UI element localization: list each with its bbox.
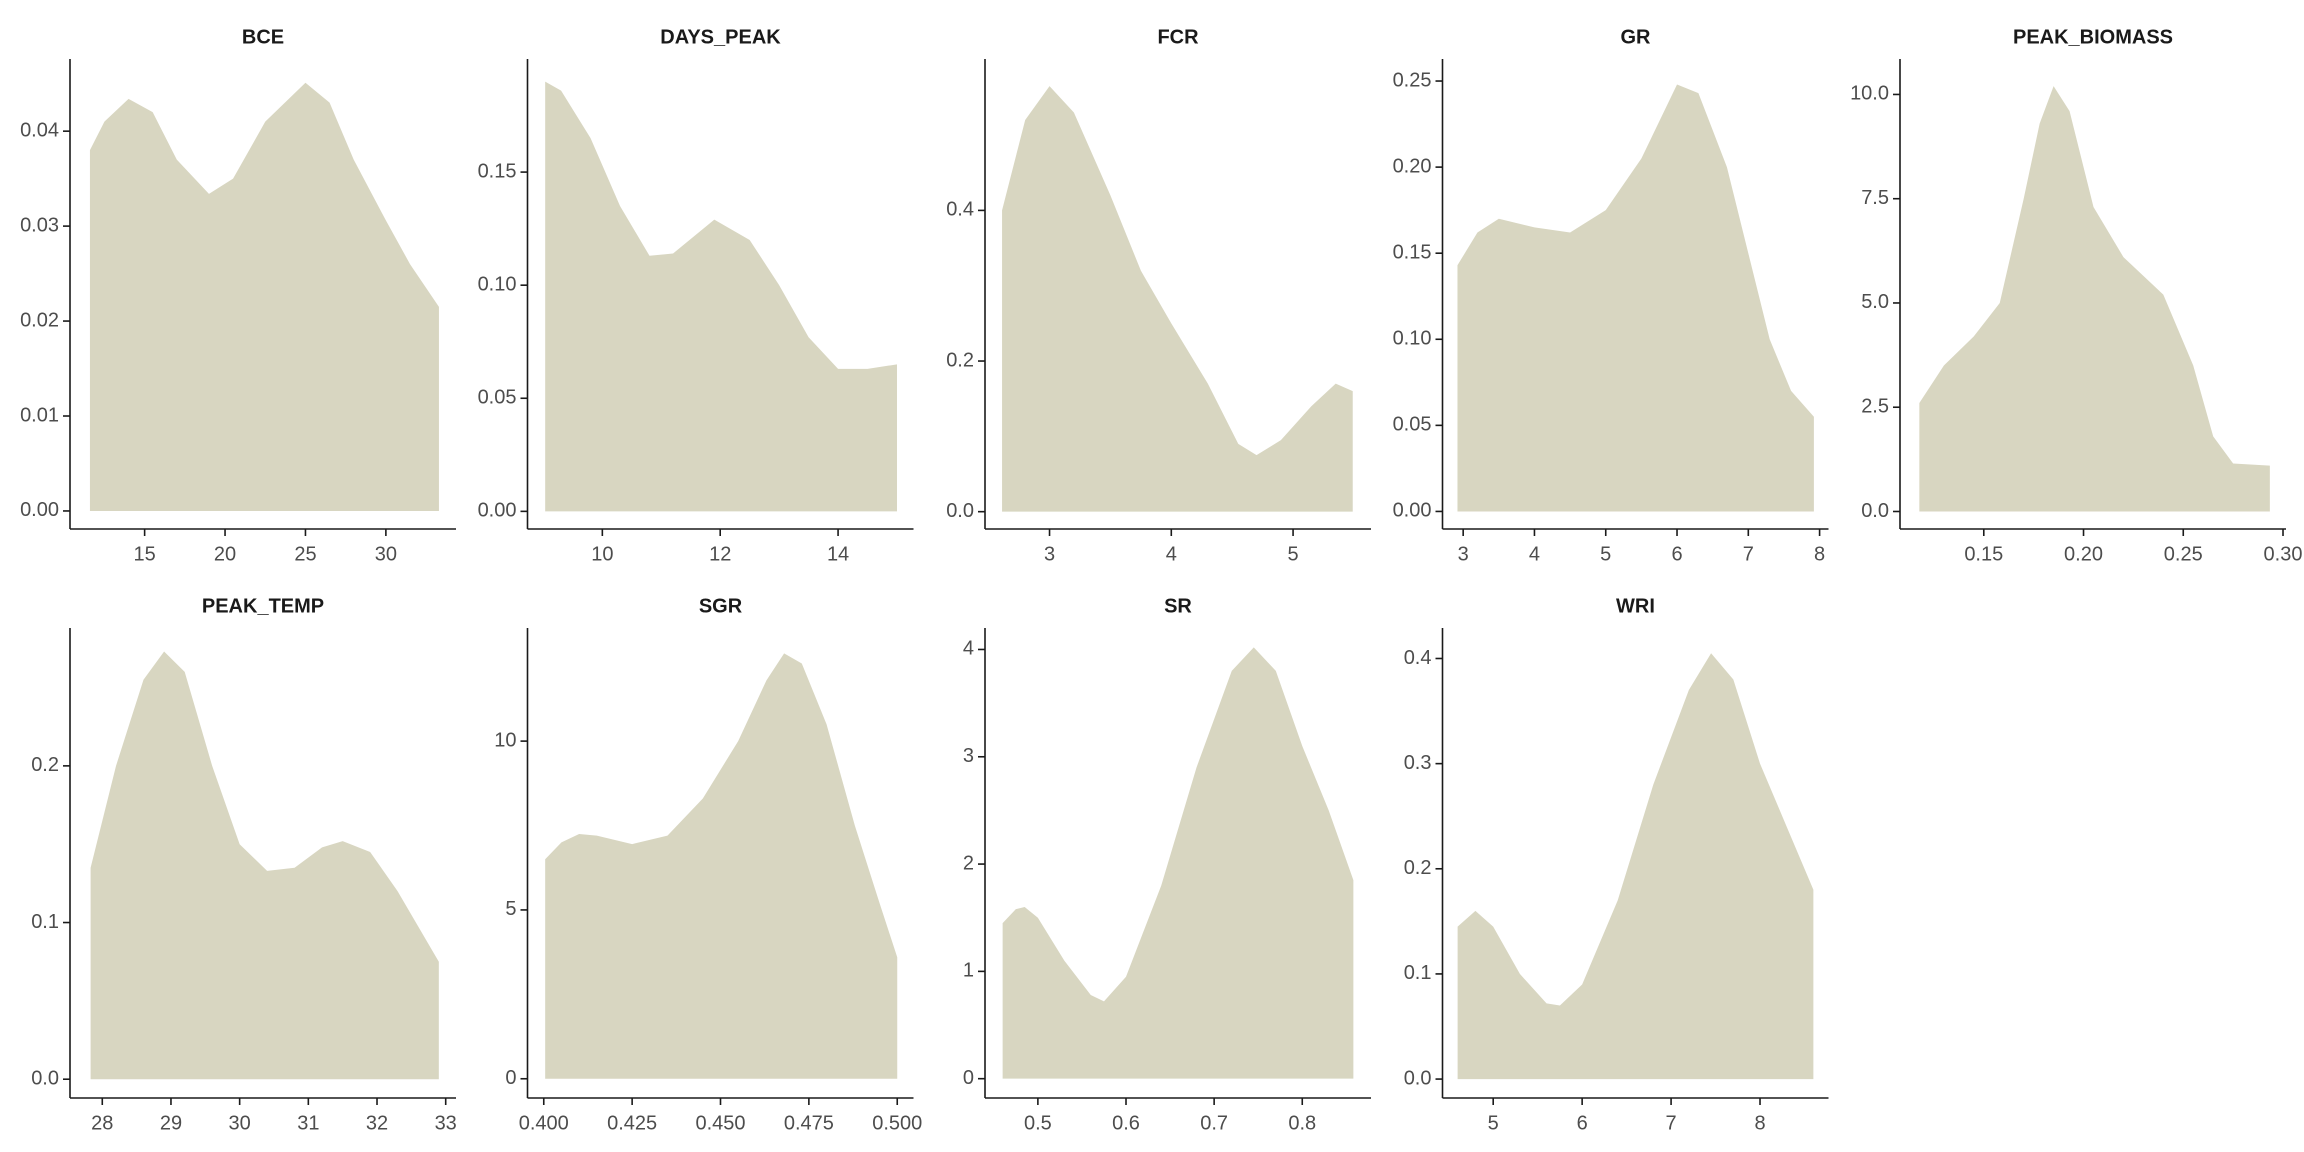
- y-tick-label: 2.5: [1861, 396, 1889, 418]
- x-tick-label: 25: [294, 543, 316, 565]
- y-tick-label: 10.0: [1850, 83, 1889, 105]
- y-tick-label: 0.2: [31, 754, 59, 776]
- panel-title: WRI: [1616, 595, 1655, 617]
- x-tick-label: 31: [297, 1112, 319, 1134]
- y-tick-label: 0.02: [20, 309, 59, 331]
- panel-title: PEAK_TEMP: [202, 595, 324, 617]
- x-tick-label: 7: [1743, 543, 1754, 565]
- x-tick-label: 3: [1458, 543, 1469, 565]
- x-tick-label: 5: [1600, 543, 1611, 565]
- panel-title: SR: [1164, 595, 1192, 617]
- y-tick-label: 0: [505, 1067, 516, 1089]
- panel-title: SGR: [699, 595, 743, 617]
- density-area: [1002, 86, 1353, 512]
- y-tick-label: 0.4: [946, 199, 974, 221]
- panel-title: BCE: [242, 26, 284, 48]
- x-tick-label: 28: [91, 1112, 113, 1134]
- x-tick-label: 5: [1288, 543, 1299, 565]
- y-tick-label: 0.00: [478, 500, 517, 522]
- y-tick-label: 5.0: [1861, 291, 1889, 313]
- x-tick-label: 10: [591, 543, 613, 565]
- x-tick-label: 30: [375, 543, 397, 565]
- x-tick-label: 0.5: [1024, 1112, 1052, 1134]
- x-tick-label: 6: [1671, 543, 1682, 565]
- x-tick-label: 4: [1529, 543, 1540, 565]
- y-tick-label: 2: [963, 852, 974, 874]
- x-tick-label: 0.425: [607, 1112, 657, 1134]
- y-tick-label: 0.0: [1861, 500, 1889, 522]
- y-tick-label: 0.00: [20, 499, 59, 521]
- y-tick-label: 0.10: [1393, 328, 1432, 350]
- y-tick-label: 0.00: [1393, 500, 1432, 522]
- density-area: [89, 82, 439, 511]
- x-tick-label: 12: [709, 543, 731, 565]
- x-tick-label: 7: [1666, 1112, 1677, 1134]
- x-tick-label: 8: [1754, 1112, 1765, 1134]
- y-tick-label: 3: [963, 745, 974, 767]
- x-tick-label: 15: [134, 543, 156, 565]
- x-tick-label: 14: [827, 543, 849, 565]
- y-tick-label: 0.2: [1404, 857, 1432, 879]
- x-tick-label: 32: [366, 1112, 388, 1134]
- x-tick-label: 0.475: [784, 1112, 834, 1134]
- x-tick-label: 0.500: [872, 1112, 922, 1134]
- y-tick-label: 0.0: [946, 500, 974, 522]
- y-tick-label: 0: [963, 1067, 974, 1089]
- x-tick-label: 0.8: [1288, 1112, 1316, 1134]
- x-tick-label: 0.7: [1200, 1112, 1228, 1134]
- y-tick-label: 0.0: [1404, 1067, 1432, 1089]
- y-tick-label: 0.20: [1393, 155, 1432, 177]
- y-tick-label: 4: [963, 638, 974, 660]
- x-tick-label: 5: [1488, 1112, 1499, 1134]
- x-tick-label: 20: [214, 543, 236, 565]
- y-tick-label: 10: [494, 729, 516, 751]
- y-tick-label: 0.4: [1404, 647, 1432, 669]
- y-tick-label: 0.10: [478, 273, 517, 295]
- y-tick-label: 0.15: [478, 160, 517, 182]
- density-area: [1457, 84, 1814, 512]
- y-tick-label: 0.25: [1393, 69, 1432, 91]
- y-tick-label: 0.05: [1393, 414, 1432, 436]
- x-tick-label: 33: [435, 1112, 457, 1134]
- x-tick-label: 0.20: [2064, 543, 2103, 565]
- y-tick-label: 0.1: [31, 911, 59, 933]
- y-tick-label: 0.3: [1404, 752, 1432, 774]
- x-tick-label: 0.6: [1112, 1112, 1140, 1134]
- density-area: [545, 81, 897, 512]
- density-area: [1457, 653, 1814, 1080]
- y-tick-label: 0.03: [20, 214, 59, 236]
- panel-title: GR: [1621, 26, 1652, 48]
- x-tick-label: 0.400: [519, 1112, 569, 1134]
- density-area: [545, 653, 898, 1079]
- density-area: [1002, 647, 1354, 1079]
- y-tick-label: 0.01: [20, 404, 59, 426]
- y-tick-label: 0.0: [31, 1067, 59, 1089]
- x-tick-label: 0.450: [695, 1112, 745, 1134]
- x-tick-label: 4: [1166, 543, 1177, 565]
- x-tick-label: 8: [1814, 543, 1825, 565]
- y-tick-label: 0.2: [946, 349, 974, 371]
- panel-title: FCR: [1157, 26, 1199, 48]
- y-tick-label: 5: [505, 898, 516, 920]
- y-tick-label: 0.04: [20, 119, 59, 141]
- y-tick-label: 0.05: [478, 387, 517, 409]
- x-tick-label: 0.15: [1964, 543, 2003, 565]
- x-tick-label: 30: [229, 1112, 251, 1134]
- panel-title: DAYS_PEAK: [660, 26, 781, 48]
- y-tick-label: 1: [963, 960, 974, 982]
- y-tick-label: 0.1: [1404, 962, 1432, 984]
- x-tick-label: 3: [1044, 543, 1055, 565]
- density-area: [1919, 86, 2270, 512]
- y-tick-label: 0.15: [1393, 241, 1432, 263]
- x-tick-label: 29: [160, 1112, 182, 1134]
- x-tick-label: 6: [1577, 1112, 1588, 1134]
- x-tick-label: 0.25: [2164, 543, 2203, 565]
- density-area: [90, 651, 439, 1080]
- panel-title: PEAK_BIOMASS: [2013, 26, 2173, 48]
- y-tick-label: 7.5: [1861, 187, 1889, 209]
- x-tick-label: 0.30: [2264, 543, 2303, 565]
